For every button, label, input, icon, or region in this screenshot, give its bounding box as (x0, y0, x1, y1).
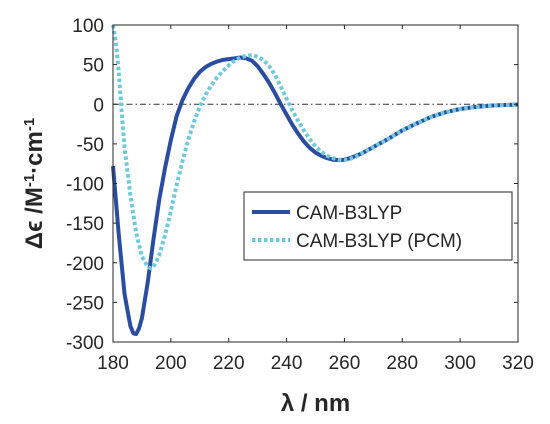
x-tick-label: 240 (271, 353, 303, 374)
y-axis: 100 50 0 -50 -100 -150 -200 -250 -300 (66, 16, 518, 354)
x-axis-label: λ / nm (281, 390, 350, 417)
y-tick-label: -200 (66, 254, 104, 275)
y-axis-label-mid: ·cm (21, 131, 48, 174)
x-tick-label: 200 (155, 353, 187, 374)
y-tick-label: 100 (72, 16, 104, 37)
y-tick-label: -150 (66, 214, 104, 235)
x-tick-label: 220 (213, 353, 245, 374)
y-axis-label-sup2: -1 (21, 118, 38, 131)
y-tick-label: -300 (66, 333, 104, 354)
legend-label-cam-b3lyp: CAM-B3LYP (296, 203, 402, 224)
y-axis-label: Δϵ /M-1·cm-1 (21, 118, 49, 249)
series-line-1 (111, 24, 519, 271)
legend-label-cam-b3lyp-pcm: CAM-B3LYP (PCM) (296, 231, 462, 252)
x-axis: 180 200 220 240 260 280 300 320 (97, 25, 534, 374)
y-tick-label: -250 (66, 293, 104, 314)
x-tick-label: 300 (444, 353, 476, 374)
y-tick-label: -100 (66, 175, 104, 196)
plot-area (113, 25, 518, 342)
y-axis-label-main: Δϵ /M (21, 187, 48, 249)
y-tick-label: -50 (77, 135, 104, 156)
x-tick-label: 180 (97, 353, 129, 374)
x-tick-label: 320 (502, 353, 534, 374)
x-tick-label: 260 (329, 353, 361, 374)
series-lines (111, 24, 519, 337)
y-tick-label: 0 (93, 95, 104, 116)
legend: CAM-B3LYP CAM-B3LYP (PCM) (243, 191, 513, 261)
x-tick-label: 280 (386, 353, 418, 374)
series-line-0 (111, 55, 519, 337)
y-axis-label-sup1: -1 (21, 174, 38, 187)
y-tick-label: 50 (83, 56, 104, 77)
legend-box (243, 191, 513, 261)
